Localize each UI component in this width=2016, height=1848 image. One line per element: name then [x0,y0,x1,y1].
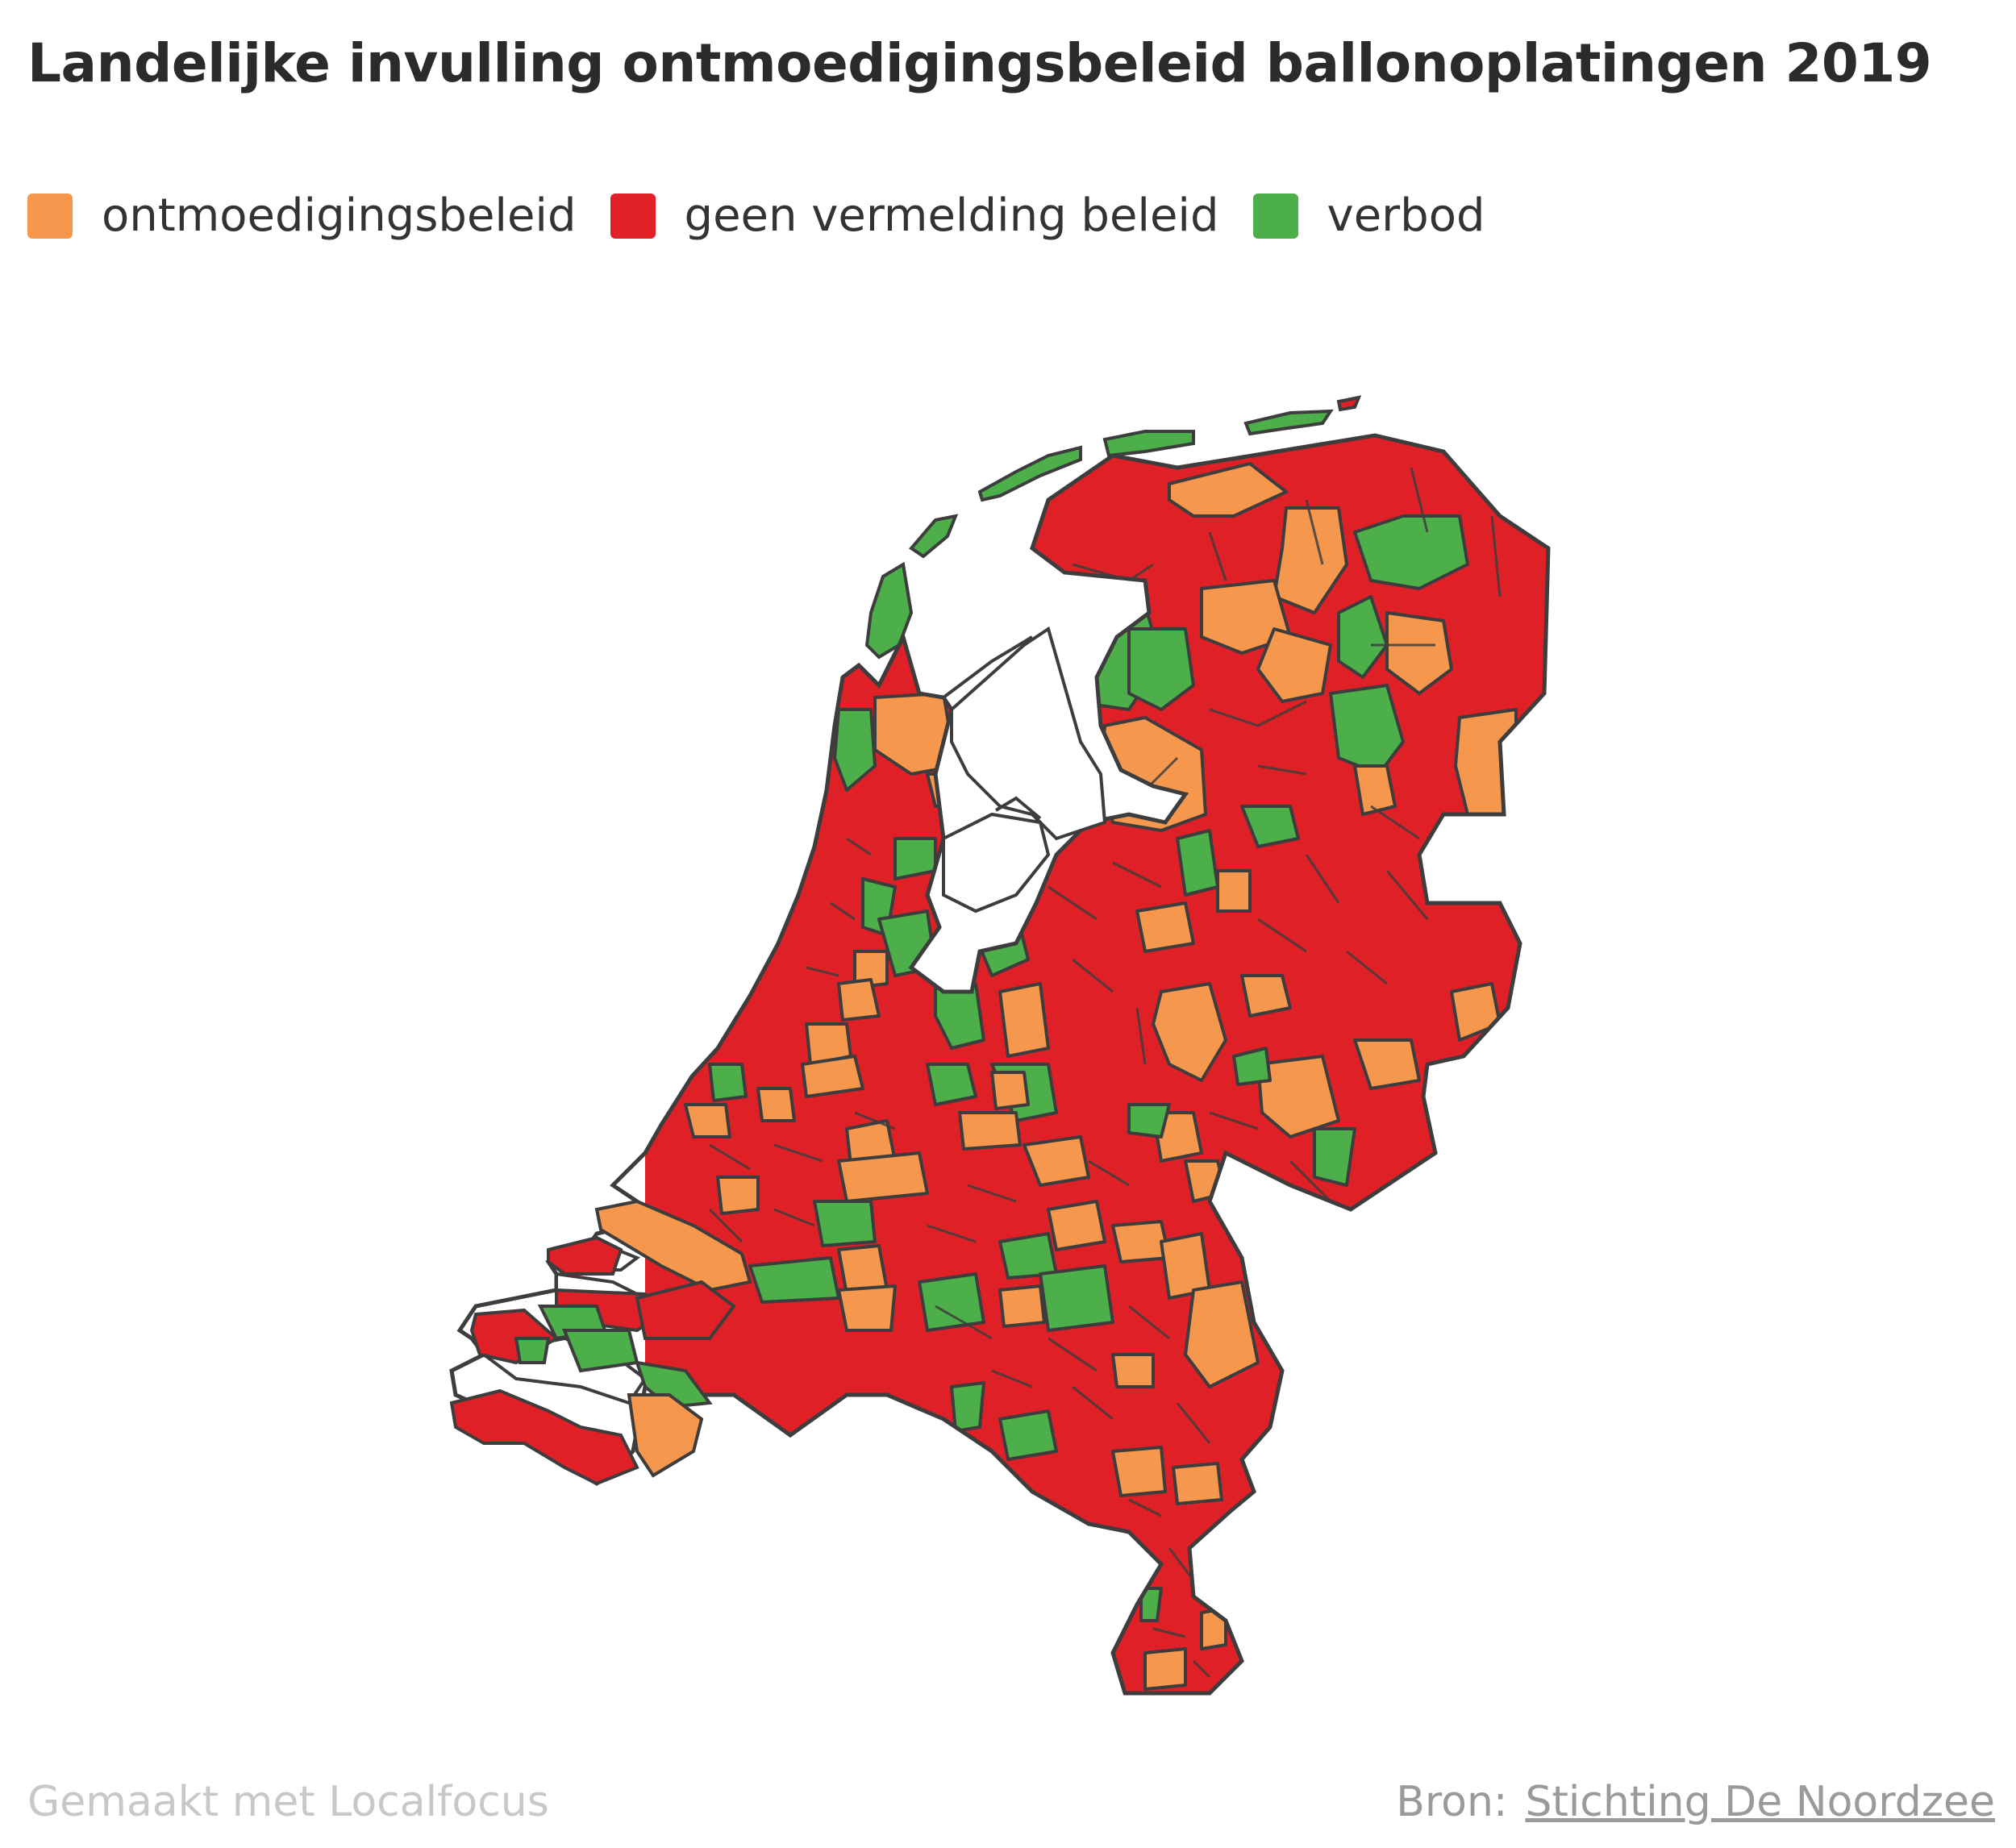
legend-item-ontmoedigingsbeleid[interactable]: ontmoedigingsbeleid [27,189,577,242]
chart-title: Landelijke invulling ontmoedigingsbeleid… [27,32,1932,94]
island-ameland [1102,430,1195,458]
legend-label: geen vermelding beleid [684,189,1219,242]
legend-swatch-orange [27,193,73,239]
source-prefix: Bron: [1396,1778,1508,1826]
legend-item-verbod[interactable]: verbod [1252,189,1485,242]
legend: ontmoedigingsbeleid geen vermelding bele… [27,189,1519,242]
credit-text: Gemaakt met Localfocus [27,1778,549,1826]
netherlands-outline [449,433,1551,1696]
island-vlieland [909,514,959,559]
source: Bron: Stichting De Noordzee [1396,1778,1995,1826]
wadden-islands [864,395,1362,660]
source-link[interactable]: Stichting De Noordzee [1525,1778,1995,1826]
zeeland-islands [449,1199,752,1486]
legend-item-geen-vermelding[interactable]: geen vermelding beleid [610,189,1219,242]
inland-water [942,626,1107,914]
island-schiermonnikoog [1243,409,1334,436]
island-terschelling [977,445,1082,502]
legend-swatch-red [610,193,656,239]
island-texel [864,561,914,660]
legend-label: ontmoedigingsbeleid [102,189,577,242]
island-rottumeroog [1336,395,1362,412]
legend-label: verbod [1327,189,1485,242]
legend-swatch-green [1252,193,1298,239]
